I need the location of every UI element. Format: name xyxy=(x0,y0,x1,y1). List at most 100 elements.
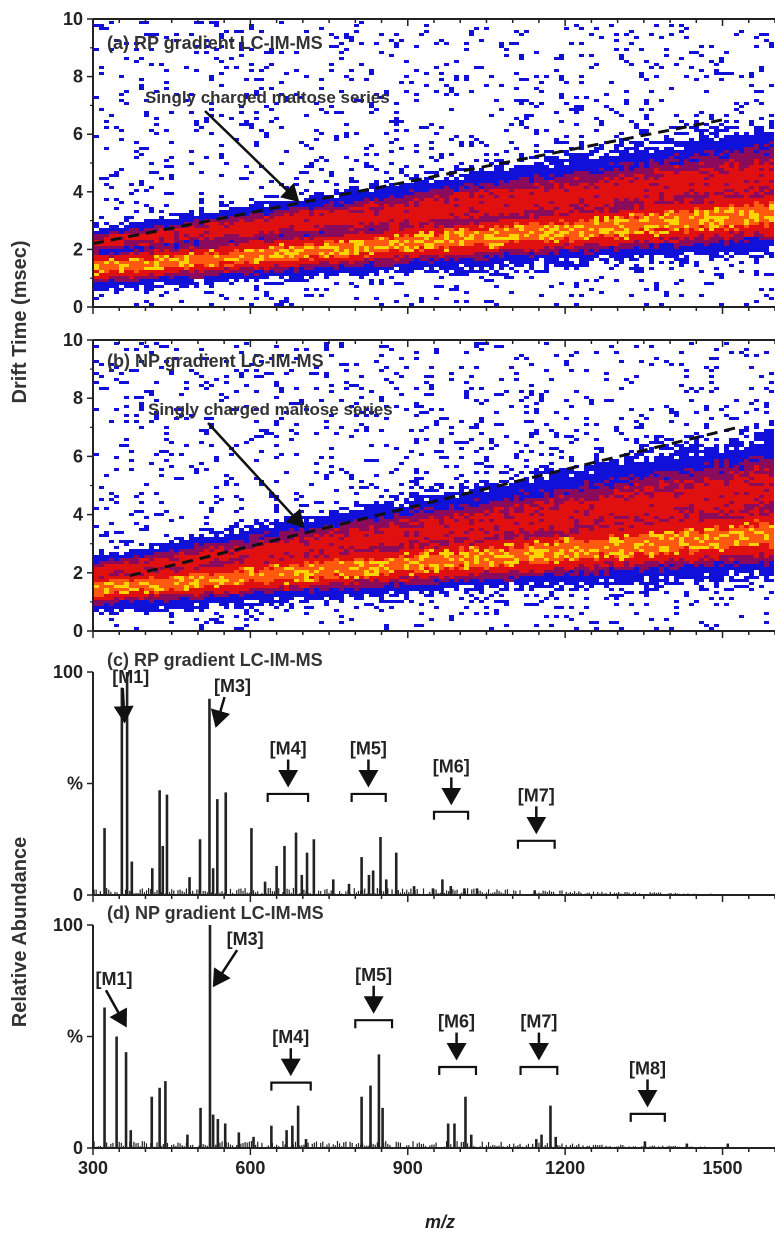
heatmap-cell xyxy=(584,165,589,168)
heatmap-cell xyxy=(514,240,519,243)
heatmap-cell xyxy=(474,66,479,69)
heatmap-cell xyxy=(219,276,224,279)
heatmap-cell xyxy=(129,285,134,288)
heatmap-cell xyxy=(539,213,544,216)
heatmap-cell xyxy=(654,285,659,288)
heatmap-cell xyxy=(674,171,679,174)
heatmap-cell xyxy=(499,273,504,276)
heatmap-cell xyxy=(399,39,404,42)
heatmap-cell xyxy=(754,246,759,249)
heatmap-cell xyxy=(129,228,134,231)
heatmap-cell xyxy=(349,282,354,285)
heatmap-cell xyxy=(624,219,629,222)
heatmap-cell xyxy=(259,234,264,237)
heatmap-cell xyxy=(439,207,444,210)
heatmap-cell xyxy=(739,219,744,222)
heatmap-cell xyxy=(439,243,444,246)
heatmap-cell xyxy=(379,228,384,231)
heatmap-cell xyxy=(659,234,664,237)
heatmap-cell xyxy=(624,183,629,186)
heatmap-cell xyxy=(164,231,169,234)
heatmap-cell xyxy=(414,222,419,225)
heatmap-cell xyxy=(144,288,149,291)
heatmap-cell xyxy=(204,267,209,270)
heatmap-cell xyxy=(264,207,269,210)
heatmap-cell xyxy=(694,183,699,186)
heatmap-cell xyxy=(574,183,579,186)
heatmap-cell xyxy=(729,141,734,144)
heatmap-cell xyxy=(309,246,314,249)
heatmap-cell xyxy=(334,135,339,138)
heatmap-cell xyxy=(469,183,474,186)
heatmap-cell xyxy=(564,258,569,261)
heatmap-cell xyxy=(284,270,289,273)
heatmap-cell xyxy=(544,195,549,198)
heatmap-cell xyxy=(569,264,574,267)
heatmap-cell xyxy=(704,222,709,225)
heatmap-cell xyxy=(109,246,114,249)
heatmap-cell xyxy=(414,228,419,231)
heatmap-cell xyxy=(169,255,174,258)
heatmap-cell xyxy=(314,237,319,240)
heatmap-cell xyxy=(319,258,324,261)
heatmap-cell xyxy=(644,156,649,159)
heatmap-cell xyxy=(459,261,464,264)
heatmap-cell xyxy=(369,279,374,282)
heatmap-cell xyxy=(479,192,484,195)
heatmap-cell xyxy=(154,246,159,249)
heatmap-cell xyxy=(454,177,459,180)
heatmap-cell xyxy=(339,252,344,255)
heatmap-cell xyxy=(314,267,319,270)
heatmap-cell xyxy=(364,162,369,165)
heatmap-cell xyxy=(449,180,454,183)
heatmap-cell xyxy=(589,177,594,180)
heatmap-cell xyxy=(529,246,534,249)
heatmap-cell xyxy=(569,204,574,207)
heatmap-cell xyxy=(279,303,284,306)
heatmap-cell xyxy=(614,171,619,174)
heatmap-cell xyxy=(559,186,564,189)
heatmap-cell xyxy=(694,144,699,147)
heatmap-cell xyxy=(94,276,99,279)
heatmap-cell xyxy=(459,207,464,210)
heatmap-cell xyxy=(644,216,649,219)
heatmap-cell xyxy=(434,210,439,213)
heatmap-cell xyxy=(659,183,664,186)
heatmap-cell xyxy=(174,237,179,240)
heatmap-cell xyxy=(279,126,284,129)
heatmap-cell xyxy=(634,252,639,255)
heatmap-cell xyxy=(314,222,319,225)
heatmap-cell xyxy=(624,192,629,195)
heatmap-cell xyxy=(734,213,739,216)
heatmap-cell xyxy=(724,222,729,225)
heatmap-cell xyxy=(394,42,399,45)
heatmap-cell xyxy=(634,186,639,189)
heatmap-cell xyxy=(554,69,559,72)
heatmap-cell xyxy=(679,249,684,252)
heatmap-cell xyxy=(539,174,544,177)
heatmap-cell xyxy=(689,147,694,150)
heatmap-cell xyxy=(589,228,594,231)
heatmap-cell xyxy=(739,228,744,231)
heatmap-cell xyxy=(344,213,349,216)
heatmap-cell xyxy=(164,273,169,276)
heatmap-cell xyxy=(369,105,374,108)
heatmap-cell xyxy=(649,261,654,264)
heatmap-cell xyxy=(534,129,539,132)
heatmap-cell xyxy=(504,54,509,57)
heatmap-cell xyxy=(324,219,329,222)
heatmap-cell xyxy=(229,252,234,255)
heatmap-cell xyxy=(559,171,564,174)
heatmap-cell xyxy=(714,222,719,225)
heatmap-cell xyxy=(449,87,454,90)
heatmap-cell xyxy=(144,243,149,246)
heatmap-cell xyxy=(669,150,674,153)
heatmap-cell xyxy=(584,240,589,243)
heatmap-cell xyxy=(294,264,299,267)
heatmap-cell xyxy=(559,159,564,162)
heatmap-cell xyxy=(254,144,259,147)
heatmap-cell xyxy=(379,207,384,210)
heatmap-cell xyxy=(379,258,384,261)
heatmap-cell xyxy=(109,258,114,261)
heatmap-cell xyxy=(624,255,629,258)
